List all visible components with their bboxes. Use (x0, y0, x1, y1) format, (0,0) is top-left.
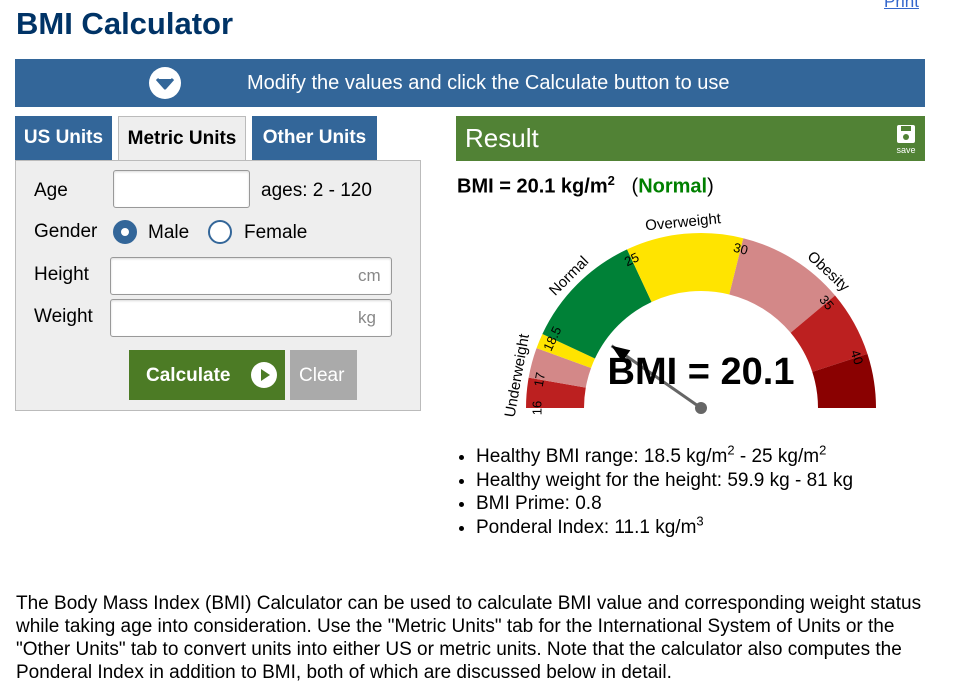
modify-values-banner[interactable]: Modify the values and click the Calculat… (15, 59, 925, 107)
gauge-bmi-value: BMI = 20.1 (608, 351, 795, 393)
height-label: Height (34, 264, 89, 285)
gauge-needle-arrowhead (611, 345, 631, 362)
bmi-result-line: BMI = 20.1 kg/m2 (Normal) (457, 173, 714, 199)
calculator-description: The Body Mass Index (BMI) Calculator can… (16, 593, 922, 683)
clear-button-label: Clear (299, 365, 345, 386)
gauge-needle-hub (695, 402, 707, 414)
tab-other-units[interactable]: Other Units (252, 116, 377, 160)
weight-label: Weight (34, 306, 93, 327)
bmi-prime: BMI Prime: 0.8 (476, 492, 853, 516)
result-details-list: Healthy BMI range: 18.5 kg/m2 - 25 kg/m2… (452, 444, 853, 540)
category-open-paren: ( (631, 175, 639, 198)
gauge-segment-obese-1 (729, 238, 836, 333)
gauge-segment-mild-thin (528, 348, 592, 388)
result-title: Result (465, 123, 539, 153)
category-close-paren: ) (707, 175, 714, 198)
banner-text: Modify the values and click the Calculat… (247, 72, 730, 94)
calculate-button[interactable]: Calculate (129, 350, 285, 400)
age-label: Age (34, 180, 68, 201)
ponderal-index: Ponderal Index: 11.1 kg/m3 (476, 514, 853, 540)
height-input[interactable] (110, 257, 392, 295)
gender-label: Gender (34, 221, 98, 242)
bmi-result-value: BMI = 20.1 kg/m (457, 175, 608, 198)
metric-form-panel: Age ages: 2 - 120 Gender Male Female Hei… (15, 160, 421, 411)
gauge-segment-normal (542, 249, 652, 359)
result-header: Result save (456, 116, 925, 161)
play-icon (251, 362, 277, 388)
chevron-down-circle-icon[interactable] (149, 67, 181, 99)
tab-us-units[interactable]: US Units (15, 116, 112, 160)
gauge-needle (610, 344, 702, 410)
gauge-tick-label: 40 (848, 348, 867, 366)
bmi-category: Normal (638, 175, 708, 198)
page-title: BMI Calculator (16, 6, 234, 41)
print-link[interactable]: Print (884, 0, 919, 11)
gauge-tick-label: 16 (529, 401, 544, 415)
gauge-segment-underweight (536, 334, 595, 368)
gauge-tick-label: 25 (622, 249, 641, 269)
healthy-weight: Healthy weight for the height: 59.9 kg -… (476, 469, 853, 493)
gauge-tick-label: 17 (531, 371, 548, 388)
calculate-button-label: Calculate (146, 365, 231, 386)
age-input[interactable] (113, 170, 250, 208)
gauge-segment-obese-2 (790, 295, 868, 372)
save-button[interactable]: save (892, 124, 920, 156)
age-range-hint: ages: 2 - 120 (261, 180, 372, 201)
floppy-disk-icon (897, 125, 915, 143)
gauge-tick-label: 30 (732, 240, 750, 258)
clear-button[interactable]: Clear (290, 350, 357, 400)
weight-input[interactable] (110, 299, 392, 337)
weight-unit: kg (358, 308, 376, 327)
healthy-bmi-range: Healthy BMI range: 18.5 kg/m2 - 25 kg/m2 (476, 444, 853, 469)
gauge-segment-severe-thin (526, 377, 586, 408)
bmi-unit-exponent: 2 (607, 173, 615, 188)
female-label[interactable]: Female (244, 222, 308, 243)
tab-metric-units[interactable]: Metric Units (118, 116, 246, 161)
female-radio[interactable] (208, 220, 232, 244)
height-unit: cm (358, 266, 381, 285)
save-label: save (896, 145, 916, 155)
gauge-segment-obese-3 (812, 353, 876, 408)
male-label[interactable]: Male (148, 222, 190, 243)
gauge-category-label-overweight: Overweight (645, 210, 723, 234)
gauge-segment-overweight (627, 233, 744, 302)
male-radio[interactable] (113, 220, 137, 244)
